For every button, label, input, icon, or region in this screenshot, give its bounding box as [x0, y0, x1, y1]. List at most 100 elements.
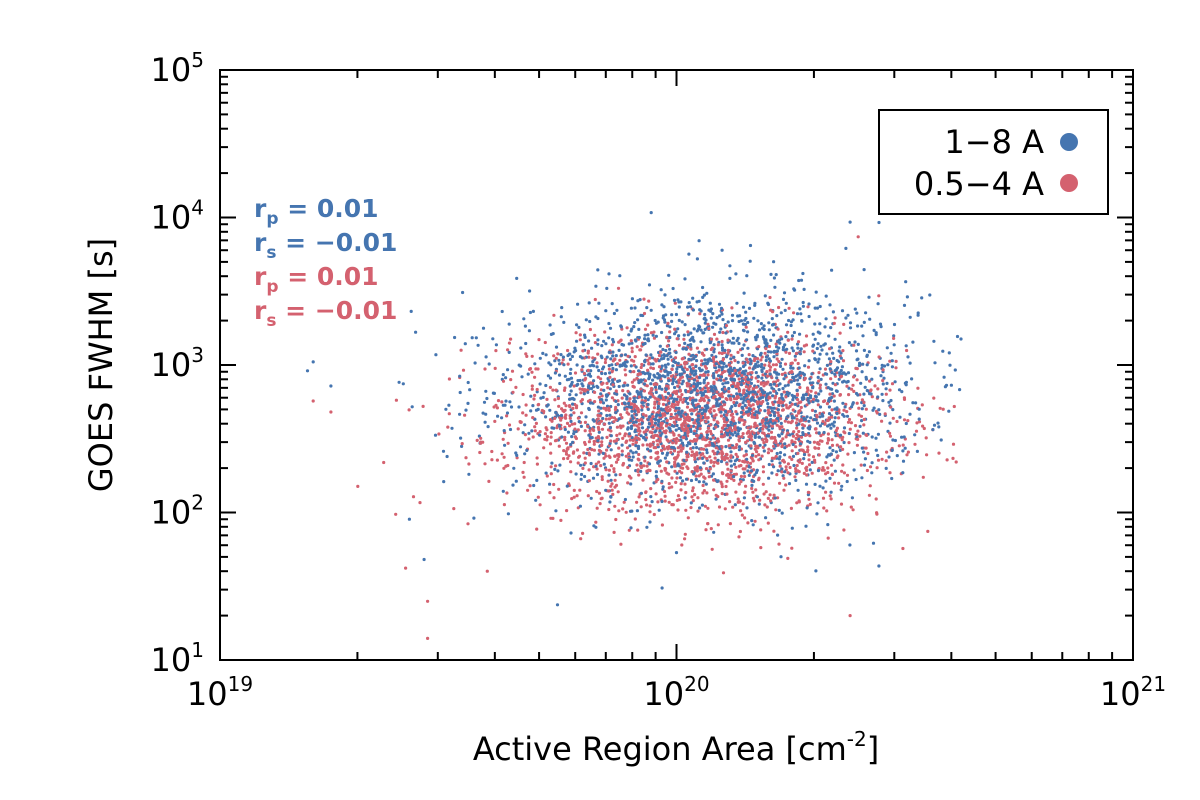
data-point — [690, 412, 694, 416]
data-point — [523, 433, 528, 437]
data-point — [607, 473, 611, 477]
data-point — [916, 311, 920, 315]
data-point — [746, 426, 750, 430]
data-point — [588, 381, 592, 385]
data-point — [759, 381, 764, 385]
data-point — [737, 319, 741, 324]
data-point — [879, 325, 883, 329]
data-point — [626, 383, 630, 387]
data-point — [744, 385, 749, 389]
data-point — [770, 409, 774, 413]
data-point — [694, 354, 698, 358]
data-point — [832, 356, 836, 360]
data-point — [799, 400, 803, 404]
data-point — [549, 435, 553, 439]
data-point — [721, 348, 725, 352]
data-point — [722, 400, 726, 404]
data-point — [779, 555, 783, 559]
data-point — [667, 339, 671, 343]
data-point — [794, 478, 798, 482]
data-point — [709, 527, 713, 531]
data-point — [665, 384, 669, 388]
data-point — [733, 369, 737, 373]
data-point — [667, 486, 671, 490]
data-point — [573, 371, 578, 375]
data-point — [826, 470, 830, 475]
data-point — [768, 493, 772, 497]
data-point — [813, 337, 817, 341]
data-point — [674, 480, 678, 484]
data-point — [669, 412, 673, 417]
data-point — [640, 405, 644, 409]
data-point — [878, 322, 883, 326]
data-point — [780, 432, 784, 436]
data-point — [869, 392, 873, 396]
data-point — [515, 276, 519, 280]
data-point — [762, 424, 766, 428]
data-point — [597, 368, 601, 373]
data-point — [835, 389, 839, 393]
data-point — [602, 456, 606, 460]
data-point — [731, 336, 735, 340]
data-point — [586, 390, 590, 394]
data-point — [795, 378, 800, 382]
data-point — [583, 429, 587, 433]
data-point — [643, 337, 647, 341]
data-point — [736, 350, 740, 354]
data-point — [682, 436, 686, 440]
data-point — [590, 427, 595, 431]
data-point — [686, 312, 691, 316]
data-point — [653, 385, 658, 389]
data-point — [587, 451, 591, 455]
data-point — [858, 424, 862, 428]
data-point — [666, 447, 670, 451]
data-point — [804, 334, 809, 338]
data-point — [790, 457, 794, 461]
data-point — [718, 445, 722, 449]
data-point — [798, 307, 802, 311]
data-point — [662, 447, 667, 451]
data-point — [605, 381, 609, 385]
data-point — [679, 444, 683, 448]
data-point — [667, 401, 671, 405]
data-point — [760, 368, 764, 372]
data-point — [884, 459, 888, 463]
data-point — [587, 339, 591, 343]
data-point — [883, 412, 887, 416]
data-point — [691, 308, 696, 312]
data-point — [835, 426, 840, 430]
data-point — [544, 471, 548, 475]
data-point — [599, 406, 603, 410]
data-point — [681, 356, 685, 360]
data-point — [623, 360, 627, 364]
data-point — [890, 476, 894, 481]
data-point — [829, 360, 833, 364]
data-point — [668, 371, 672, 375]
data-point — [616, 490, 620, 494]
data-point — [647, 339, 651, 343]
data-point — [472, 516, 476, 520]
data-point — [772, 260, 776, 264]
data-point — [762, 492, 766, 496]
data-point — [507, 341, 511, 345]
data-point — [791, 442, 795, 447]
data-point — [761, 470, 766, 474]
data-point — [824, 294, 828, 298]
data-point — [680, 393, 684, 397]
data-point — [770, 449, 774, 453]
data-point — [808, 434, 812, 438]
data-point — [642, 435, 646, 440]
data-point — [549, 516, 553, 520]
data-point — [754, 371, 758, 375]
data-point — [804, 392, 808, 396]
data-point — [586, 424, 590, 429]
data-point — [898, 415, 902, 419]
data-point — [762, 324, 766, 328]
data-point — [790, 402, 794, 406]
data-point — [605, 435, 609, 439]
data-point — [720, 471, 725, 475]
data-point — [682, 370, 686, 374]
data-point — [394, 398, 398, 402]
data-point — [832, 481, 837, 485]
data-point — [749, 381, 754, 385]
